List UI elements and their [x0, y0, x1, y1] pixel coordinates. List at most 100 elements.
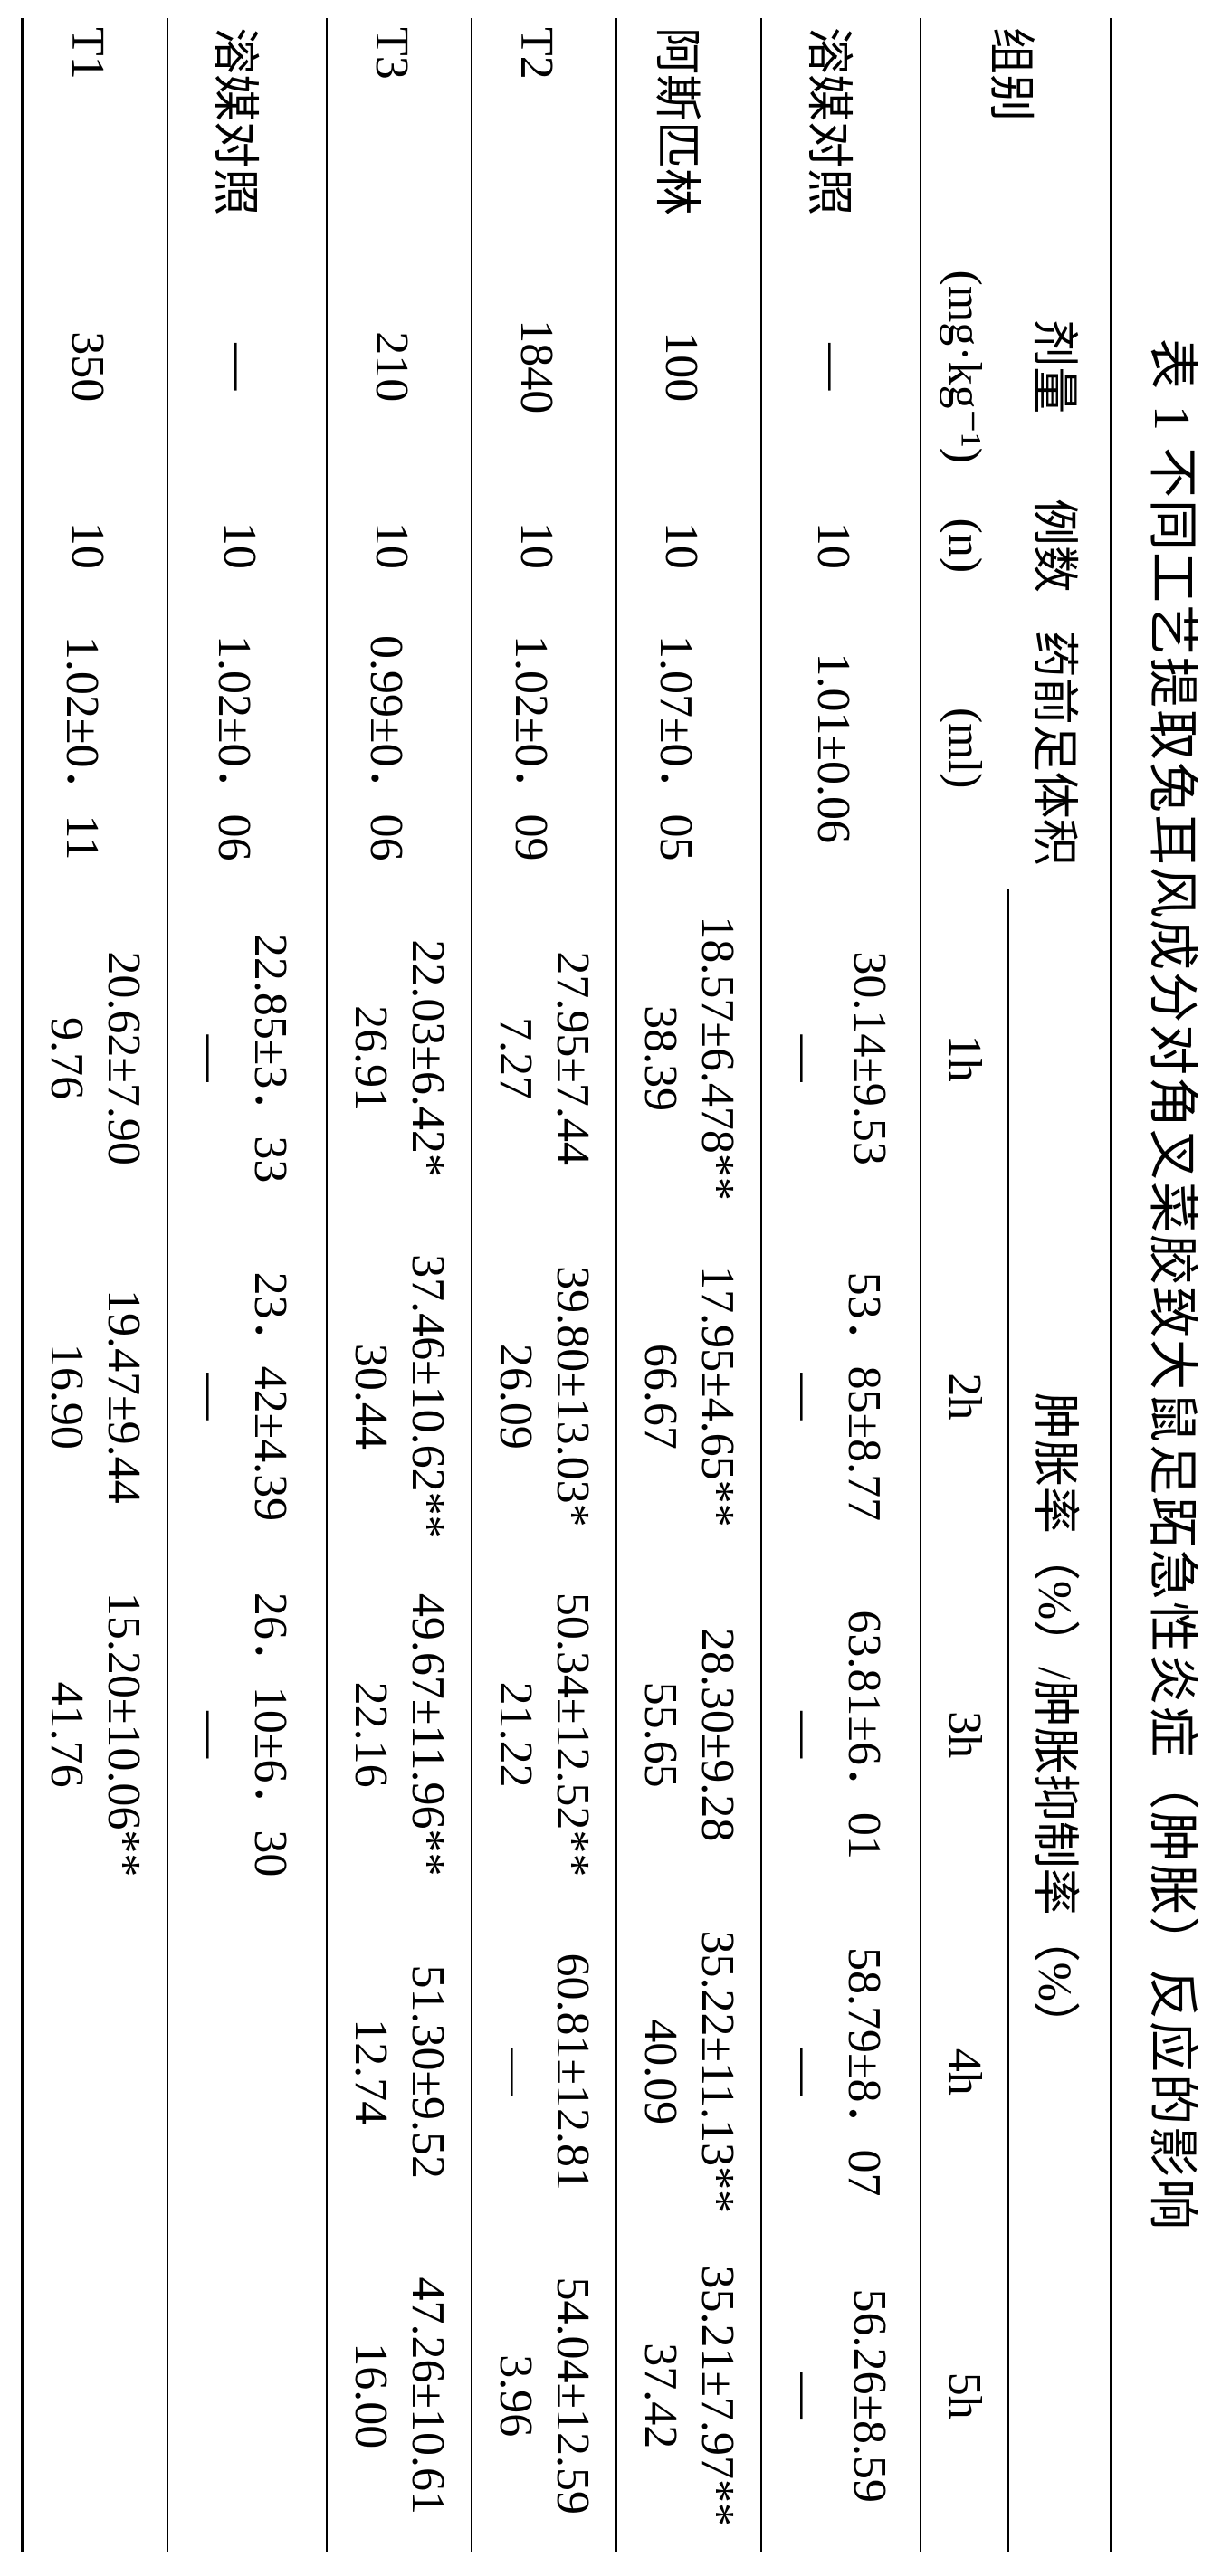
cell-n: 10: [167, 484, 327, 607]
cell-2h: 23．42±4.39: [240, 1228, 327, 1566]
cell-2h: 53．85±8.77: [834, 1228, 921, 1566]
cell-group: T2: [472, 18, 616, 250]
cell-3h-sub: —: [167, 1565, 240, 1904]
cell-3h: 28.30±9.28: [689, 1565, 761, 1904]
cell-3h-sub: —: [761, 1565, 834, 1904]
cell-4h-sub: [167, 1904, 240, 2240]
table-body: 溶媒对照—101.01±0.0630.14±9.5353．85±8.7763.8…: [23, 18, 921, 2552]
cell-2h-sub: 30.44: [327, 1228, 399, 1566]
col-prevol-unit: (ml): [921, 607, 1008, 889]
cell-dose: —: [761, 250, 921, 484]
cell-3h-sub: 21.22: [472, 1565, 544, 1904]
cell-1h-sub: 7.27: [472, 889, 544, 1228]
cell-1h-sub: —: [761, 889, 834, 1228]
table-row: T21840101.02±0．0927.95±7.4439.80±13.03*5…: [544, 18, 616, 2552]
cell-2h: 17.95±4.65**: [689, 1228, 761, 1566]
cell-1h: 20.62±7.90: [95, 889, 167, 1228]
cell-1h: 18.57±6.478**: [689, 889, 761, 1228]
cell-5h: 56.26±8.59: [834, 2240, 921, 2552]
col-dose-unit: (mg·kg⁻¹): [921, 250, 1008, 484]
col-prevol: 药前足体积: [1008, 607, 1112, 889]
cell-3h: 26．10±6．30: [240, 1565, 327, 1904]
cell-n: 10: [761, 484, 921, 607]
cell-3h-sub: 22.16: [327, 1565, 399, 1904]
cell-5h: 35.21±7.97**: [689, 2240, 761, 2552]
cell-3h: 49.67±11.96**: [399, 1565, 472, 1904]
cell-3h-sub: 41.76: [23, 1565, 96, 1904]
col-3h: 3h: [921, 1565, 1008, 1904]
cell-n: 10: [327, 484, 472, 607]
cell-1h: 30.14±9.53: [834, 889, 921, 1228]
cell-group: 阿斯匹林: [616, 18, 761, 250]
cell-group: 溶媒对照: [761, 18, 921, 250]
cell-2h: 39.80±13.03*: [544, 1228, 616, 1566]
cell-3h-sub: 55.65: [616, 1565, 689, 1904]
table-row: T3210100.99±0．0622.03±6.42*37.46±10.62**…: [399, 18, 472, 2552]
cell-5h-sub: —: [761, 2240, 834, 2552]
col-group: 组别: [921, 18, 1112, 250]
table-row: 溶媒对照—101.02±0．0622.85±3．3323．42±4.3926．1…: [240, 18, 327, 2552]
cell-4h: 58.79±8．07: [834, 1904, 921, 2240]
cell-1h-sub: 38.39: [616, 889, 689, 1228]
cell-dose: —: [167, 250, 327, 484]
data-table: 组别 剂量 例数 药前足体积 肿胀率（%）/肿胀抑制率（%） (mg·kg⁻¹)…: [21, 18, 1112, 2552]
col-n-unit: (n): [921, 484, 1008, 607]
cell-3h: 63.81±6．01: [834, 1565, 921, 1904]
col-1h: 1h: [921, 889, 1008, 1228]
cell-4h-sub: [23, 1904, 96, 2240]
cell-2h-sub: 66.67: [616, 1228, 689, 1566]
cell-1h-sub: 9.76: [23, 889, 96, 1228]
cell-1h: 22.03±6.42*: [399, 889, 472, 1228]
cell-3h: 15.20±10.06**: [95, 1565, 167, 1904]
cell-4h-sub: —: [472, 1904, 544, 2240]
cell-dose: 1840: [472, 250, 616, 484]
cell-prevol: 1.02±0．11: [23, 607, 168, 889]
cell-dose: 100: [616, 250, 761, 484]
table-row: T1350101.02±0．1120.62±7.9019.47±9.4415.2…: [95, 18, 167, 2552]
cell-4h-sub: 40.09: [616, 1904, 689, 2240]
cell-2h: 37.46±10.62**: [399, 1228, 472, 1566]
cell-4h: [95, 1904, 167, 2240]
table-container: 表 1 不同工艺提取兔耳风成分对角叉菜胶致大鼠足跖急性炎症（肿胀）反应的影响 组…: [0, 18, 1213, 2552]
cell-group: T3: [327, 18, 472, 250]
table-title: 表 1 不同工艺提取兔耳风成分对角叉菜胶致大鼠足跖急性炎症（肿胀）反应的影响: [1140, 18, 1213, 2552]
cell-prevol: 0.99±0．06: [327, 607, 472, 889]
cell-dose: 350: [23, 250, 168, 484]
table-row: 阿斯匹林100101.07±0．0518.57±6.478**17.95±4.6…: [689, 18, 761, 2552]
cell-5h: [95, 2240, 167, 2552]
cell-n: 10: [616, 484, 761, 607]
col-dose: 剂量: [1008, 250, 1112, 484]
cell-5h: 47.26±10.61: [399, 2240, 472, 2552]
cell-1h: 22.85±3．33: [240, 889, 327, 1228]
cell-prevol: 1.07±0．05: [616, 607, 761, 889]
cell-prevol: 1.02±0．06: [167, 607, 327, 889]
cell-4h: 51.30±9.52: [399, 1904, 472, 2240]
cell-2h-sub: 26.09: [472, 1228, 544, 1566]
cell-n: 10: [472, 484, 616, 607]
col-4h: 4h: [921, 1904, 1008, 2240]
col-2h: 2h: [921, 1228, 1008, 1566]
cell-n: 10: [23, 484, 168, 607]
cell-2h-sub: —: [167, 1228, 240, 1566]
cell-4h: 60.81±12.81: [544, 1904, 616, 2240]
cell-1h-sub: 26.91: [327, 889, 399, 1228]
cell-3h: 50.34±12.52**: [544, 1565, 616, 1904]
cell-5h-sub: [167, 2240, 240, 2552]
col-n: 例数: [1008, 484, 1112, 607]
cell-dose: 210: [327, 250, 472, 484]
cell-1h: 27.95±7.44: [544, 889, 616, 1228]
cell-2h-sub: 16.90: [23, 1228, 96, 1566]
table-row: 溶媒对照—101.01±0.0630.14±9.5353．85±8.7763.8…: [834, 18, 921, 2552]
cell-4h-sub: 12.74: [327, 1904, 399, 2240]
cell-5h: [240, 2240, 327, 2552]
cell-2h: 19.47±9.44: [95, 1228, 167, 1566]
cell-group: 溶媒对照: [167, 18, 327, 250]
cell-5h: 54.04±12.59: [544, 2240, 616, 2552]
cell-5h-sub: [23, 2240, 96, 2552]
cell-4h: [240, 1904, 327, 2240]
cell-4h: 35.22±11.13**: [689, 1904, 761, 2240]
cell-4h-sub: —: [761, 1904, 834, 2240]
cell-group: T1: [23, 18, 168, 250]
cell-5h-sub: 3.96: [472, 2240, 544, 2552]
cell-5h-sub: 16.00: [327, 2240, 399, 2552]
